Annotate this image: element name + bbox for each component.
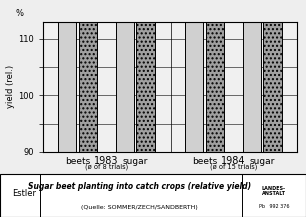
Text: 1983: 1983 xyxy=(94,156,119,166)
Bar xyxy=(206,0,224,152)
Text: (ø of 8 trials): (ø of 8 trials) xyxy=(85,163,128,170)
Bar xyxy=(243,0,261,152)
Bar xyxy=(136,0,155,152)
Text: Estler: Estler xyxy=(12,189,36,198)
Bar xyxy=(79,0,97,152)
Text: %: % xyxy=(16,9,24,18)
Text: 1984: 1984 xyxy=(221,156,246,166)
Bar xyxy=(58,0,76,152)
Bar xyxy=(185,0,203,152)
Text: Pb   992 376: Pb 992 376 xyxy=(259,204,289,209)
Text: LANDES-
ANSTALT: LANDES- ANSTALT xyxy=(262,186,286,196)
Text: Sugar beet planting into catch crops (relative yield): Sugar beet planting into catch crops (re… xyxy=(28,182,251,191)
Y-axis label: yield (rel.): yield (rel.) xyxy=(6,65,15,108)
Text: (Quelle: SOMMER/ZECH/SANDBERTH): (Quelle: SOMMER/ZECH/SANDBERTH) xyxy=(81,205,198,210)
Bar xyxy=(263,0,282,152)
Bar xyxy=(116,0,134,152)
Text: (ø of 15 trials): (ø of 15 trials) xyxy=(210,163,257,170)
